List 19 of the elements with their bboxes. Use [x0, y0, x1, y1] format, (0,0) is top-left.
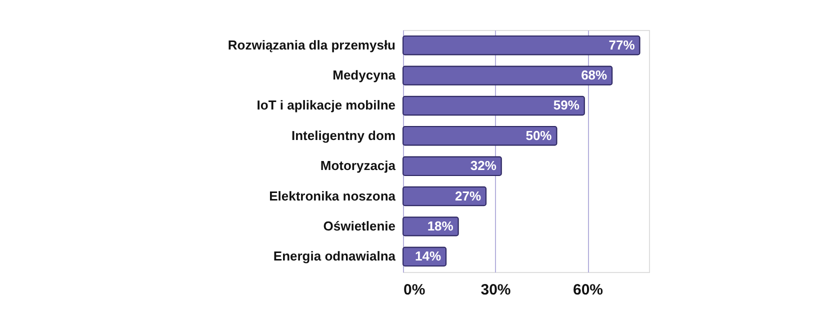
data-label: 14%	[415, 248, 442, 264]
data-label: 68%	[581, 68, 608, 83]
data-label: 59%	[553, 98, 580, 113]
data-label: 77%	[608, 37, 636, 52]
y-tick-label: Medycyna	[332, 68, 396, 83]
x-tick-label: 60%	[572, 282, 604, 298]
y-tick-label: Oświetlenie	[323, 218, 396, 234]
data-label: 27%	[454, 188, 482, 204]
data-label: 32%	[470, 158, 497, 174]
data-label: 50%	[526, 128, 552, 143]
x-tick-label: 30%	[480, 282, 511, 298]
y-tick-label: IoT i aplikacje mobilne	[256, 98, 396, 113]
y-tick-label: Elektronika noszona	[269, 188, 396, 204]
x-tick-label: 0%	[404, 282, 426, 298]
data-label: 18%	[427, 218, 454, 234]
y-tick-label: Rozwiązania dla przemysłu	[228, 37, 396, 52]
y-tick-label: Energia odnawialna	[273, 248, 396, 264]
y-tick-label: Motoryzacja	[320, 158, 396, 174]
y-tick-label: Inteligentny dom	[292, 128, 396, 143]
